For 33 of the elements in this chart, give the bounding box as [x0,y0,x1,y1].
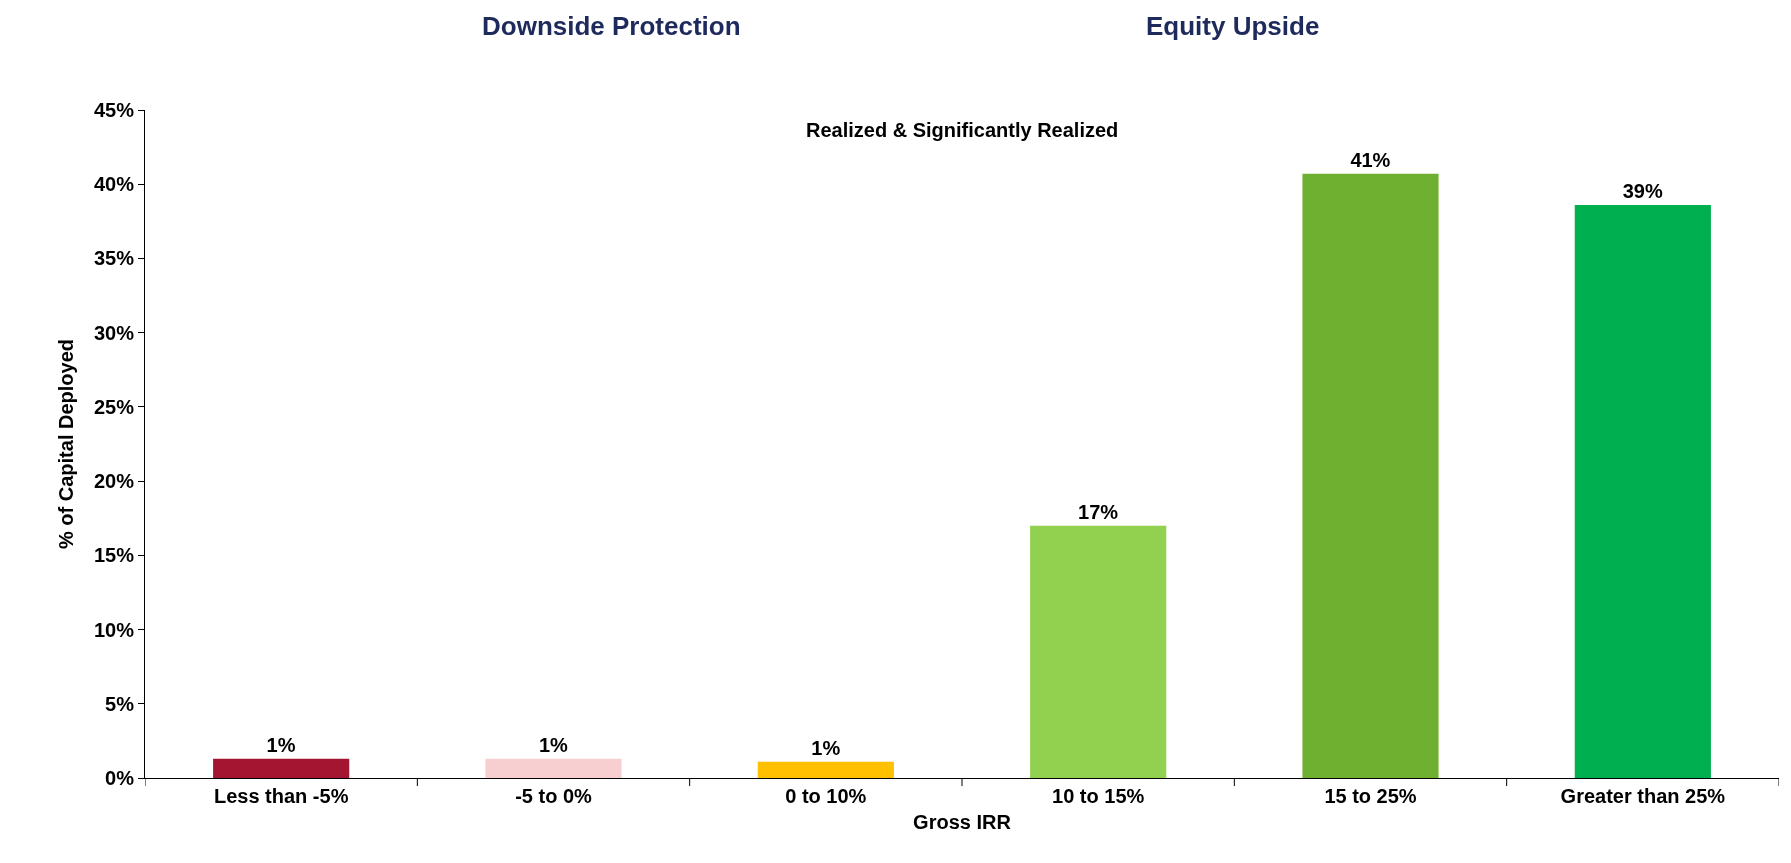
y-tick-label: 40% [93,173,135,196]
x-tick-label: Greater than 25% [1560,785,1726,807]
bar [757,761,894,778]
bar [213,758,350,778]
y-tick-label: 30% [93,321,135,344]
x-tick-label: 0 to 10% [785,785,867,807]
x-tick-label: -5 to 0% [515,785,593,807]
data-label: 17% [1078,500,1119,523]
data-label: 1% [266,733,296,756]
y-tick-label: 45% [93,99,135,121]
x-axis-title: Gross IRR [913,810,1012,833]
annotation: Realized & Significantly Realized [806,119,1119,141]
y-tick-label: 25% [93,395,135,418]
data-label: 1% [538,733,569,756]
y-tick-label: 10% [93,618,135,641]
bar [1030,525,1167,778]
bar [1302,173,1439,778]
text: Downside Protection [482,11,741,41]
y-tick-label: 15% [93,544,135,567]
text: Equity Upside [1146,11,1320,41]
y-tick-label: 5% [105,692,135,715]
y-tick-label: 20% [93,470,135,493]
y-tick-label: 0% [105,767,135,789]
bar [1574,205,1711,778]
y-axis-title: % of Capital Deployed [55,338,78,550]
x-tick-label: 10 to 15% [1052,785,1145,807]
data-label: 41% [1350,148,1391,171]
data-label: 39% [1622,180,1663,202]
x-tick-label: 15 to 25% [1324,785,1417,807]
data-label: 1% [811,736,841,759]
x-tick-label: Less than -5% [213,785,349,807]
bar [485,758,622,778]
y-tick-label: 35% [93,247,135,270]
